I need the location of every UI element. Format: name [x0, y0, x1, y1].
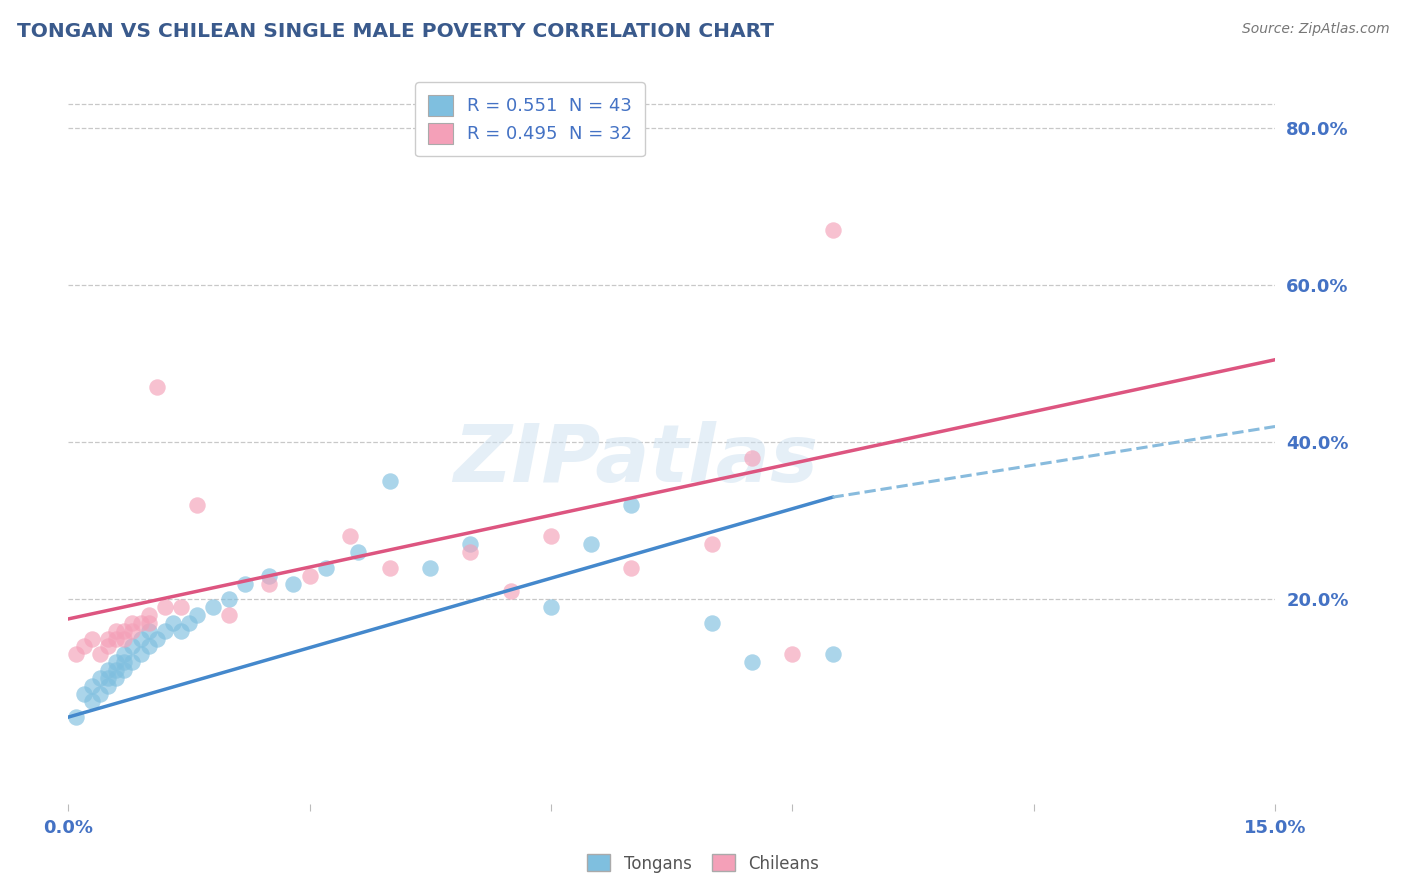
Legend: R = 0.551  N = 43, R = 0.495  N = 32: R = 0.551 N = 43, R = 0.495 N = 32: [415, 82, 645, 156]
Point: [114, 655, 136, 669]
Point: [65, 648, 87, 662]
Point: [129, 632, 152, 646]
Point: [821, 223, 844, 237]
Point: [460, 537, 482, 551]
Point: [121, 640, 143, 654]
Point: [97, 679, 120, 693]
Point: [138, 615, 160, 630]
Point: [283, 576, 305, 591]
Point: [700, 615, 723, 630]
Legend: Tongans, Chileans: Tongans, Chileans: [581, 847, 825, 880]
Point: [579, 537, 602, 551]
Point: [82, 679, 104, 693]
Point: [114, 632, 136, 646]
Point: [378, 475, 401, 489]
Point: [105, 671, 128, 685]
Point: [782, 648, 804, 662]
Text: ZIPatlas: ZIPatlas: [453, 421, 818, 500]
Point: [620, 498, 643, 512]
Point: [97, 671, 120, 685]
Point: [153, 624, 176, 638]
Point: [121, 615, 143, 630]
Point: [97, 663, 120, 677]
Point: [540, 529, 562, 543]
Point: [82, 694, 104, 708]
Point: [620, 561, 643, 575]
Point: [145, 380, 167, 394]
Point: [177, 615, 200, 630]
Point: [89, 687, 111, 701]
Point: [82, 632, 104, 646]
Point: [741, 450, 763, 465]
Point: [170, 624, 193, 638]
Point: [105, 655, 128, 669]
Point: [339, 529, 361, 543]
Point: [186, 608, 208, 623]
Point: [105, 663, 128, 677]
Point: [73, 687, 96, 701]
Point: [121, 624, 143, 638]
Point: [89, 671, 111, 685]
Text: TONGAN VS CHILEAN SINGLE MALE POVERTY CORRELATION CHART: TONGAN VS CHILEAN SINGLE MALE POVERTY CO…: [17, 22, 773, 41]
Point: [153, 600, 176, 615]
Point: [419, 561, 441, 575]
Point: [499, 584, 522, 599]
Point: [162, 615, 184, 630]
Point: [114, 648, 136, 662]
Point: [298, 568, 321, 582]
Point: [741, 655, 763, 669]
Point: [138, 640, 160, 654]
Point: [129, 648, 152, 662]
Point: [700, 537, 723, 551]
Point: [105, 632, 128, 646]
Point: [97, 632, 120, 646]
Point: [73, 640, 96, 654]
Point: [218, 592, 240, 607]
Point: [129, 615, 152, 630]
Point: [114, 663, 136, 677]
Point: [315, 561, 337, 575]
Point: [259, 568, 281, 582]
Point: [218, 608, 240, 623]
Point: [65, 710, 87, 724]
Point: [138, 608, 160, 623]
Point: [346, 545, 368, 559]
Point: [121, 655, 143, 669]
Point: [138, 624, 160, 638]
Point: [145, 632, 167, 646]
Point: [460, 545, 482, 559]
Point: [821, 648, 844, 662]
Point: [233, 576, 256, 591]
Text: Source: ZipAtlas.com: Source: ZipAtlas.com: [1241, 22, 1389, 37]
Point: [114, 624, 136, 638]
Point: [97, 640, 120, 654]
Point: [540, 600, 562, 615]
Point: [89, 648, 111, 662]
Point: [201, 600, 224, 615]
Point: [105, 624, 128, 638]
Point: [259, 576, 281, 591]
Point: [186, 498, 208, 512]
Point: [170, 600, 193, 615]
Point: [378, 561, 401, 575]
